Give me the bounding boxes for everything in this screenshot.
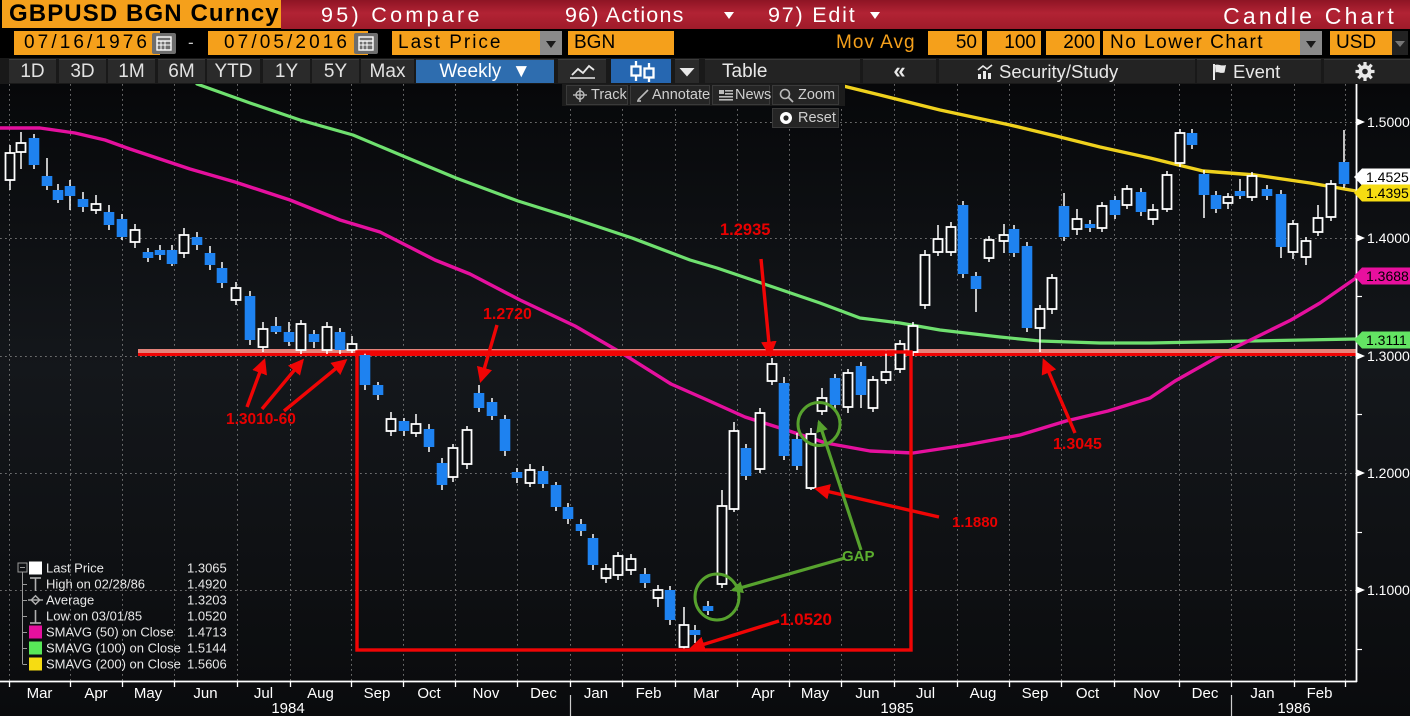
svg-text:High on 02/28/86: High on 02/28/86 xyxy=(46,577,145,592)
svg-text:1.0520: 1.0520 xyxy=(187,609,227,624)
svg-text:1.0520: 1.0520 xyxy=(780,610,832,629)
svg-text:Jan: Jan xyxy=(584,685,608,702)
svg-text:Oct: Oct xyxy=(417,685,441,702)
svg-text:1985: 1985 xyxy=(880,700,913,716)
svg-text:1.3065: 1.3065 xyxy=(187,561,227,576)
svg-text:Mar: Mar xyxy=(693,685,719,702)
svg-text:Jul: Jul xyxy=(254,685,273,702)
svg-text:1.4920: 1.4920 xyxy=(187,577,227,592)
svg-text:1.3688: 1.3688 xyxy=(1366,268,1409,284)
svg-text:1.5000: 1.5000 xyxy=(1367,114,1410,130)
svg-text:1.1000: 1.1000 xyxy=(1367,582,1410,598)
svg-text:Low on 03/01/85: Low on 03/01/85 xyxy=(46,609,142,624)
svg-text:May: May xyxy=(801,685,830,702)
svg-text:1.2935: 1.2935 xyxy=(720,221,770,239)
svg-text:Aug: Aug xyxy=(970,685,997,702)
svg-text:Feb: Feb xyxy=(636,685,662,702)
svg-text:1.1880: 1.1880 xyxy=(952,514,998,531)
svg-text:1986: 1986 xyxy=(1277,700,1310,716)
svg-text:1.5144: 1.5144 xyxy=(187,641,227,656)
svg-text:Nov: Nov xyxy=(1133,685,1160,702)
svg-text:Apr: Apr xyxy=(84,685,107,702)
svg-text:Apr: Apr xyxy=(751,685,774,702)
svg-text:1.2000: 1.2000 xyxy=(1367,465,1410,481)
svg-text:Dec: Dec xyxy=(1192,685,1219,702)
svg-text:Dec: Dec xyxy=(530,685,557,702)
svg-text:Last Price: Last Price xyxy=(46,561,104,576)
svg-text:Feb: Feb xyxy=(1307,685,1333,702)
svg-text:SMAVG (200) on Close: SMAVG (200) on Close xyxy=(46,657,181,672)
svg-text:Sep: Sep xyxy=(364,685,391,702)
svg-text:1.2720: 1.2720 xyxy=(483,306,532,323)
svg-text:1.5606: 1.5606 xyxy=(187,657,227,672)
svg-text:Mar: Mar xyxy=(27,685,53,702)
svg-text:1.3010-60: 1.3010-60 xyxy=(226,411,296,428)
svg-text:May: May xyxy=(134,685,163,702)
svg-text:1.3203: 1.3203 xyxy=(187,593,227,608)
svg-text:SMAVG (50) on Close: SMAVG (50) on Close xyxy=(46,625,174,640)
svg-text:SMAVG (100) on Close: SMAVG (100) on Close xyxy=(46,641,181,656)
svg-text:Oct: Oct xyxy=(1076,685,1100,702)
svg-text:Average: Average xyxy=(46,593,94,608)
svg-text:1.3000: 1.3000 xyxy=(1367,348,1410,364)
svg-text:1.3045: 1.3045 xyxy=(1053,436,1102,453)
svg-text:Sep: Sep xyxy=(1022,685,1049,702)
svg-text:Jul: Jul xyxy=(916,685,935,702)
svg-text:1.3111: 1.3111 xyxy=(1366,332,1407,348)
svg-text:1984: 1984 xyxy=(271,700,304,716)
svg-text:1.4000: 1.4000 xyxy=(1367,230,1410,246)
svg-text:Nov: Nov xyxy=(473,685,500,702)
svg-text:GAP: GAP xyxy=(842,548,875,565)
svg-text:Jun: Jun xyxy=(193,685,217,702)
svg-text:1.4713: 1.4713 xyxy=(187,625,227,640)
svg-text:1.4525: 1.4525 xyxy=(1366,169,1409,185)
svg-text:1.4395: 1.4395 xyxy=(1366,185,1409,201)
svg-text:Aug: Aug xyxy=(307,685,334,702)
svg-text:Jun: Jun xyxy=(855,685,879,702)
svg-text:Jan: Jan xyxy=(1250,685,1274,702)
